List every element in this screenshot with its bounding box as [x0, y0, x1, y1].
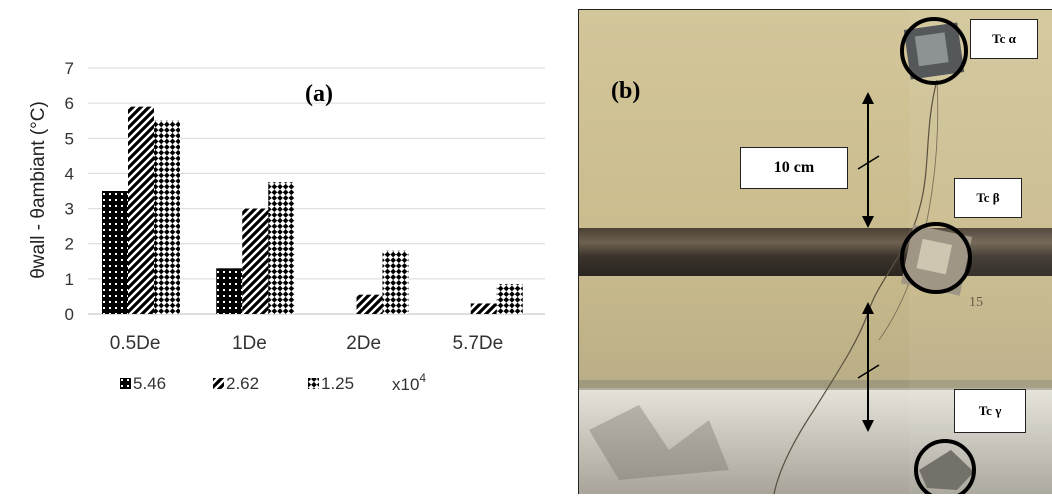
- y-tick-label: 1: [65, 270, 74, 289]
- bar-2.62-1De: [242, 208, 269, 314]
- legend-label: 1.25: [321, 374, 354, 393]
- heated-rod: [579, 228, 1052, 276]
- thermocouple-beta: [900, 222, 973, 296]
- legend-swatch-5.46: [120, 378, 131, 389]
- bar-5.46-1De: [216, 268, 243, 314]
- distance-label: 10 cm: [740, 147, 848, 189]
- panel-label-a: (a): [305, 81, 333, 107]
- x-tick-label: 2De: [346, 333, 381, 354]
- y-tick-label: 7: [65, 59, 74, 78]
- y-tick-label: 2: [65, 235, 74, 254]
- x-tick-label: 1De: [232, 333, 267, 354]
- legend-swatch-2.62: [213, 378, 224, 389]
- y-tick-label: 4: [65, 164, 74, 183]
- panel-label-b: (b): [611, 78, 641, 104]
- bar-5.46-0.5De: [102, 191, 128, 314]
- legend-unit-exponent: 4: [419, 371, 426, 385]
- y-tick-label: 6: [65, 94, 74, 113]
- y-axis-label: θwall - θambiant (°C): [28, 101, 49, 279]
- tc-alpha-label: Tc α: [970, 19, 1038, 59]
- thermocouple-gamma: [914, 439, 976, 494]
- legend-label: 5.46: [133, 374, 166, 393]
- experiment-photo: 15: [579, 10, 1052, 494]
- chart-panel-a: 0 1 2 3 4 5 6 7 0.5De 1De 2De 5.7De θwall - θambia…: [28, 59, 545, 394]
- y-tick-label: 0: [65, 305, 74, 324]
- tc-beta-label: Tc β: [954, 178, 1022, 218]
- dimension-arrow-lower: [857, 302, 880, 432]
- bar-2.62-2De: [356, 294, 383, 314]
- tc-gamma-label: Tc γ: [954, 389, 1026, 433]
- bar-chart: 0 1 2 3 4 5 6 7 0.5De 1De 2De 5.7De θwall - θambia…: [28, 59, 545, 394]
- legend-unit-label: x104: [392, 371, 426, 394]
- dimension-arrow-upper: [857, 92, 880, 228]
- rod-ink-mark: 15: [969, 295, 983, 310]
- bar-2.62-0.5De: [128, 106, 154, 315]
- y-tick-label: 5: [65, 129, 74, 148]
- bar-1.25-1De: [268, 182, 295, 314]
- y-tick-label: 3: [65, 200, 74, 219]
- bar-1.25-2De: [382, 250, 409, 314]
- bar-2.62-5.7De: [470, 303, 497, 314]
- x-tick-label: 5.7De: [453, 333, 504, 354]
- x-tick-label: 0.5De: [110, 333, 161, 354]
- bar-1.25-0.5De: [154, 120, 180, 314]
- photo-panel-b: 15 (b) 10 cm Tc α Tc β Tc γ: [578, 9, 1052, 494]
- thermocouple-alpha: [900, 17, 968, 85]
- bar-1.25-5.7De: [496, 284, 523, 314]
- legend-label: 2.62: [226, 374, 259, 393]
- legend: 5.46 2.62 1.25 x104: [120, 371, 426, 394]
- legend-swatch-1.25: [308, 378, 319, 389]
